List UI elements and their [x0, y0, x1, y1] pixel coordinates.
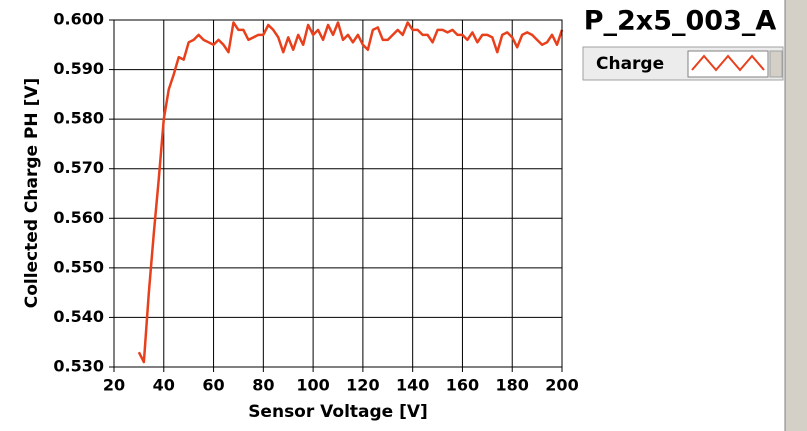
plot-area: [114, 20, 562, 367]
grid: [109, 19, 563, 372]
y-tick-label: 0.530: [53, 357, 104, 376]
legend-swatch-line: [691, 54, 765, 72]
chart-title: P_2x5_003_A: [584, 6, 777, 37]
y-axis-label: Collected Charge PH [V]: [22, 78, 42, 309]
x-tick-label: 200: [545, 376, 578, 395]
x-tick-label: 20: [103, 376, 125, 395]
x-tick-label: 80: [252, 376, 274, 395]
y-tick-label: 0.580: [53, 109, 104, 128]
data-line: [137, 21, 564, 364]
y-tick-label: 0.570: [53, 158, 104, 177]
y-tick-label: 0.550: [53, 257, 104, 276]
x-tick-label: 140: [396, 376, 429, 395]
x-tick-label: 40: [153, 376, 175, 395]
y-tick-label: 0.600: [53, 10, 104, 29]
legend-scroll: [769, 50, 783, 78]
y-tick-label: 0.560: [53, 208, 104, 227]
x-tick-label: 120: [346, 376, 379, 395]
legend: Charge: [582, 46, 784, 81]
plot: [137, 21, 564, 364]
y-tick-label: 0.590: [53, 59, 104, 78]
x-tick-label: 160: [446, 376, 479, 395]
x-tick-label: 60: [202, 376, 224, 395]
x-tick-label: 100: [296, 376, 329, 395]
legend-label: Charge: [596, 54, 664, 74]
y-tick-label: 0.540: [53, 307, 104, 326]
x-tick-label: 180: [496, 376, 529, 395]
x-axis-label: Sensor Voltage [V]: [248, 402, 428, 422]
plot-frame: [113, 19, 563, 368]
window-edge: [785, 0, 807, 431]
